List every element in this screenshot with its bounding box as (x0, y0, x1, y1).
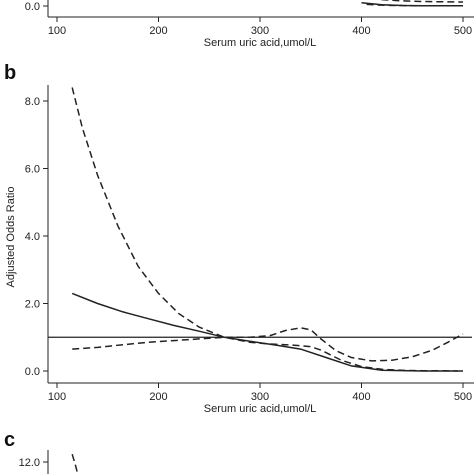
panel-b: b 0.0 2.0 4.0 6.0 8.0 100 200 300 400 500 Adjust… (4, 62, 474, 415)
panel-b-y-tick-label: 6.0 (25, 164, 40, 176)
panel-c-y-tick-label: 12.0 (19, 457, 40, 469)
panel-a-x-tick-label: 100 (48, 25, 66, 37)
panel-b-x-tick-label: 300 (251, 391, 269, 403)
panel-c-series-0-line (71, 453, 79, 474)
panel-b-x-tick-label: 200 (149, 391, 167, 403)
panel-b-x-axis-title: Serum uric acid,umol/L (204, 403, 317, 415)
panel-a-curves (361, 0, 464, 7)
panel-a-x-tick-label: 200 (149, 25, 167, 37)
panel-a: 0.0 100 200 300 400 500 Serum uric acid,umol… (25, 0, 474, 49)
panel-a-series-2-line (366, 3, 463, 7)
panel-c-letter: c (4, 429, 15, 451)
panel-b-x-tick-label: 500 (454, 391, 472, 403)
panel-a-x-tick-label: 300 (251, 25, 269, 37)
panel-c-curves (71, 453, 79, 474)
panel-a-x-tick-label: 400 (352, 25, 370, 37)
panel-b-series-1-line (71, 87, 458, 372)
panel-b-curves (71, 87, 464, 372)
panel-b-series-2-line (72, 327, 464, 362)
panel-a-x-axis-title: Serum uric acid,umol/L (204, 37, 317, 49)
panel-b-letter: b (4, 62, 16, 84)
panel-b-y-axis-title: Adjusted Odds Ratio (5, 187, 17, 288)
panel-b-y-tick-label: 0.0 (25, 366, 40, 378)
panel-b-x-ticks: 100 200 300 400 500 (48, 383, 472, 403)
panel-a-series-0-line (378, 0, 464, 3)
panel-a-x-ticks: 100 200 300 400 500 (48, 17, 472, 37)
panel-a-x-tick-label: 500 (454, 25, 472, 37)
panel-b-y-tick-label: 2.0 (25, 299, 40, 311)
panel-b-y-tick-label: 4.0 (25, 231, 40, 243)
panel-b-y-ticks: 0.0 2.0 4.0 6.0 8.0 (25, 96, 48, 378)
panel-b-series-0-line (71, 292, 463, 372)
panel-c: c 12.0 (4, 429, 79, 474)
panel-b-y-tick-label: 8.0 (25, 96, 40, 108)
panel-b-x-tick-label: 400 (352, 391, 370, 403)
panel-b-x-tick-label: 100 (48, 391, 66, 403)
panel-a-y-tick-label: 0.0 (25, 1, 40, 13)
